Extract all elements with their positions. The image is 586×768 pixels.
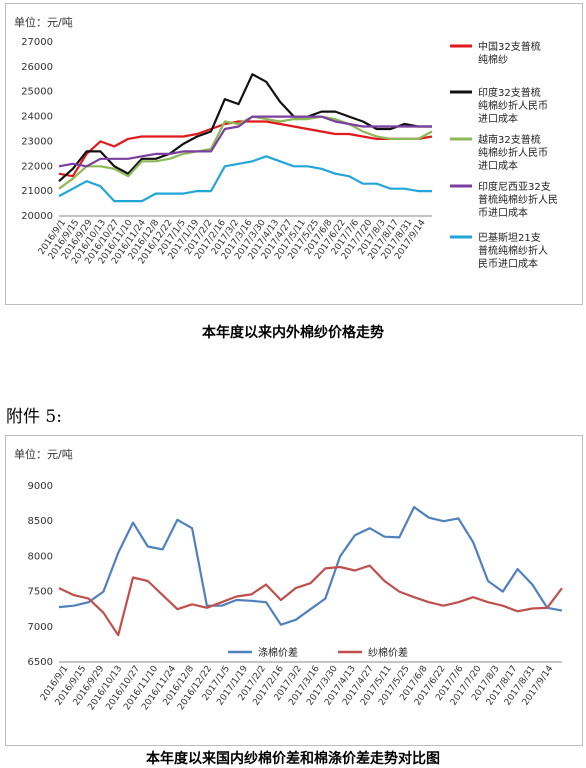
chart1-y-tick: 24000 <box>21 112 53 123</box>
chart2-series-line-1 <box>58 564 563 637</box>
chart2-y-tick: 8000 <box>28 551 53 562</box>
chart1-series-line-1 <box>58 73 432 183</box>
chart1-legend-label: 巴基斯坦21支普梳纯棉纱折人民币进口成本 <box>478 231 548 270</box>
chart2-y-tick: 8500 <box>28 516 53 527</box>
chart1-legend-label: 印度尼西亚32支普梳纯棉纱折人民币进口成本 <box>478 180 558 219</box>
chart1-series-line-3 <box>58 115 432 168</box>
chart2-caption: 本年度以来国内纱棉价差和棉涤价差走势对比图 <box>146 751 440 767</box>
chart1-legend-label: 越南32支普梳纯棉纱折人民币进口成本 <box>478 133 548 172</box>
appendix-label: 附件 5: <box>6 407 62 427</box>
chart2-y-tick: 6500 <box>28 657 53 668</box>
chart1-y-tick: 22000 <box>21 161 53 172</box>
chart2-legend-label: 纱棉价差 <box>368 646 408 659</box>
chart2-unit-label: 单位：元/吨 <box>14 448 73 461</box>
chart1-y-tick: 25000 <box>21 87 53 98</box>
chart2-y-tick: 9000 <box>28 481 53 492</box>
chart1-caption: 本年度以来内外棉纱价格走势 <box>202 325 384 341</box>
chart1-y-tick: 20000 <box>21 211 53 222</box>
chart1-legend-label: 中国32支普梳纯棉纱 <box>478 40 541 66</box>
chart1-unit-label: 单位：元/吨 <box>14 16 73 29</box>
chart1-series-line-4 <box>58 155 432 203</box>
chart2-series-line-0 <box>58 505 563 626</box>
chart1-y-tick: 21000 <box>21 186 53 197</box>
chart1-y-tick: 26000 <box>21 62 53 73</box>
chart2-legend-label: 涤棉价差 <box>258 646 298 659</box>
chart1-y-tick: 23000 <box>21 136 53 147</box>
chart1-y-tick: 27000 <box>21 37 53 48</box>
chart2-svg: 9000850080007500700065002016/9/12016/9/1… <box>28 481 563 712</box>
chart1-legend-label: 印度32支普梳纯棉纱折人民币进口成本 <box>478 86 548 125</box>
chart2-y-tick: 7500 <box>28 587 53 598</box>
chart1-svg: 27000 26000 25000 24000 23000 22000 21000 20000… <box>21 37 558 270</box>
chart2-y-tick: 7000 <box>28 622 53 633</box>
chart1-panel: 单位：元/吨 27000 26000 25000 24000 23000 22000 210… <box>5 3 583 305</box>
chart2-panel: 单位：元/吨 9000 8500 8000 7500 7000 6500 2016/9/1 2… <box>5 435 583 746</box>
